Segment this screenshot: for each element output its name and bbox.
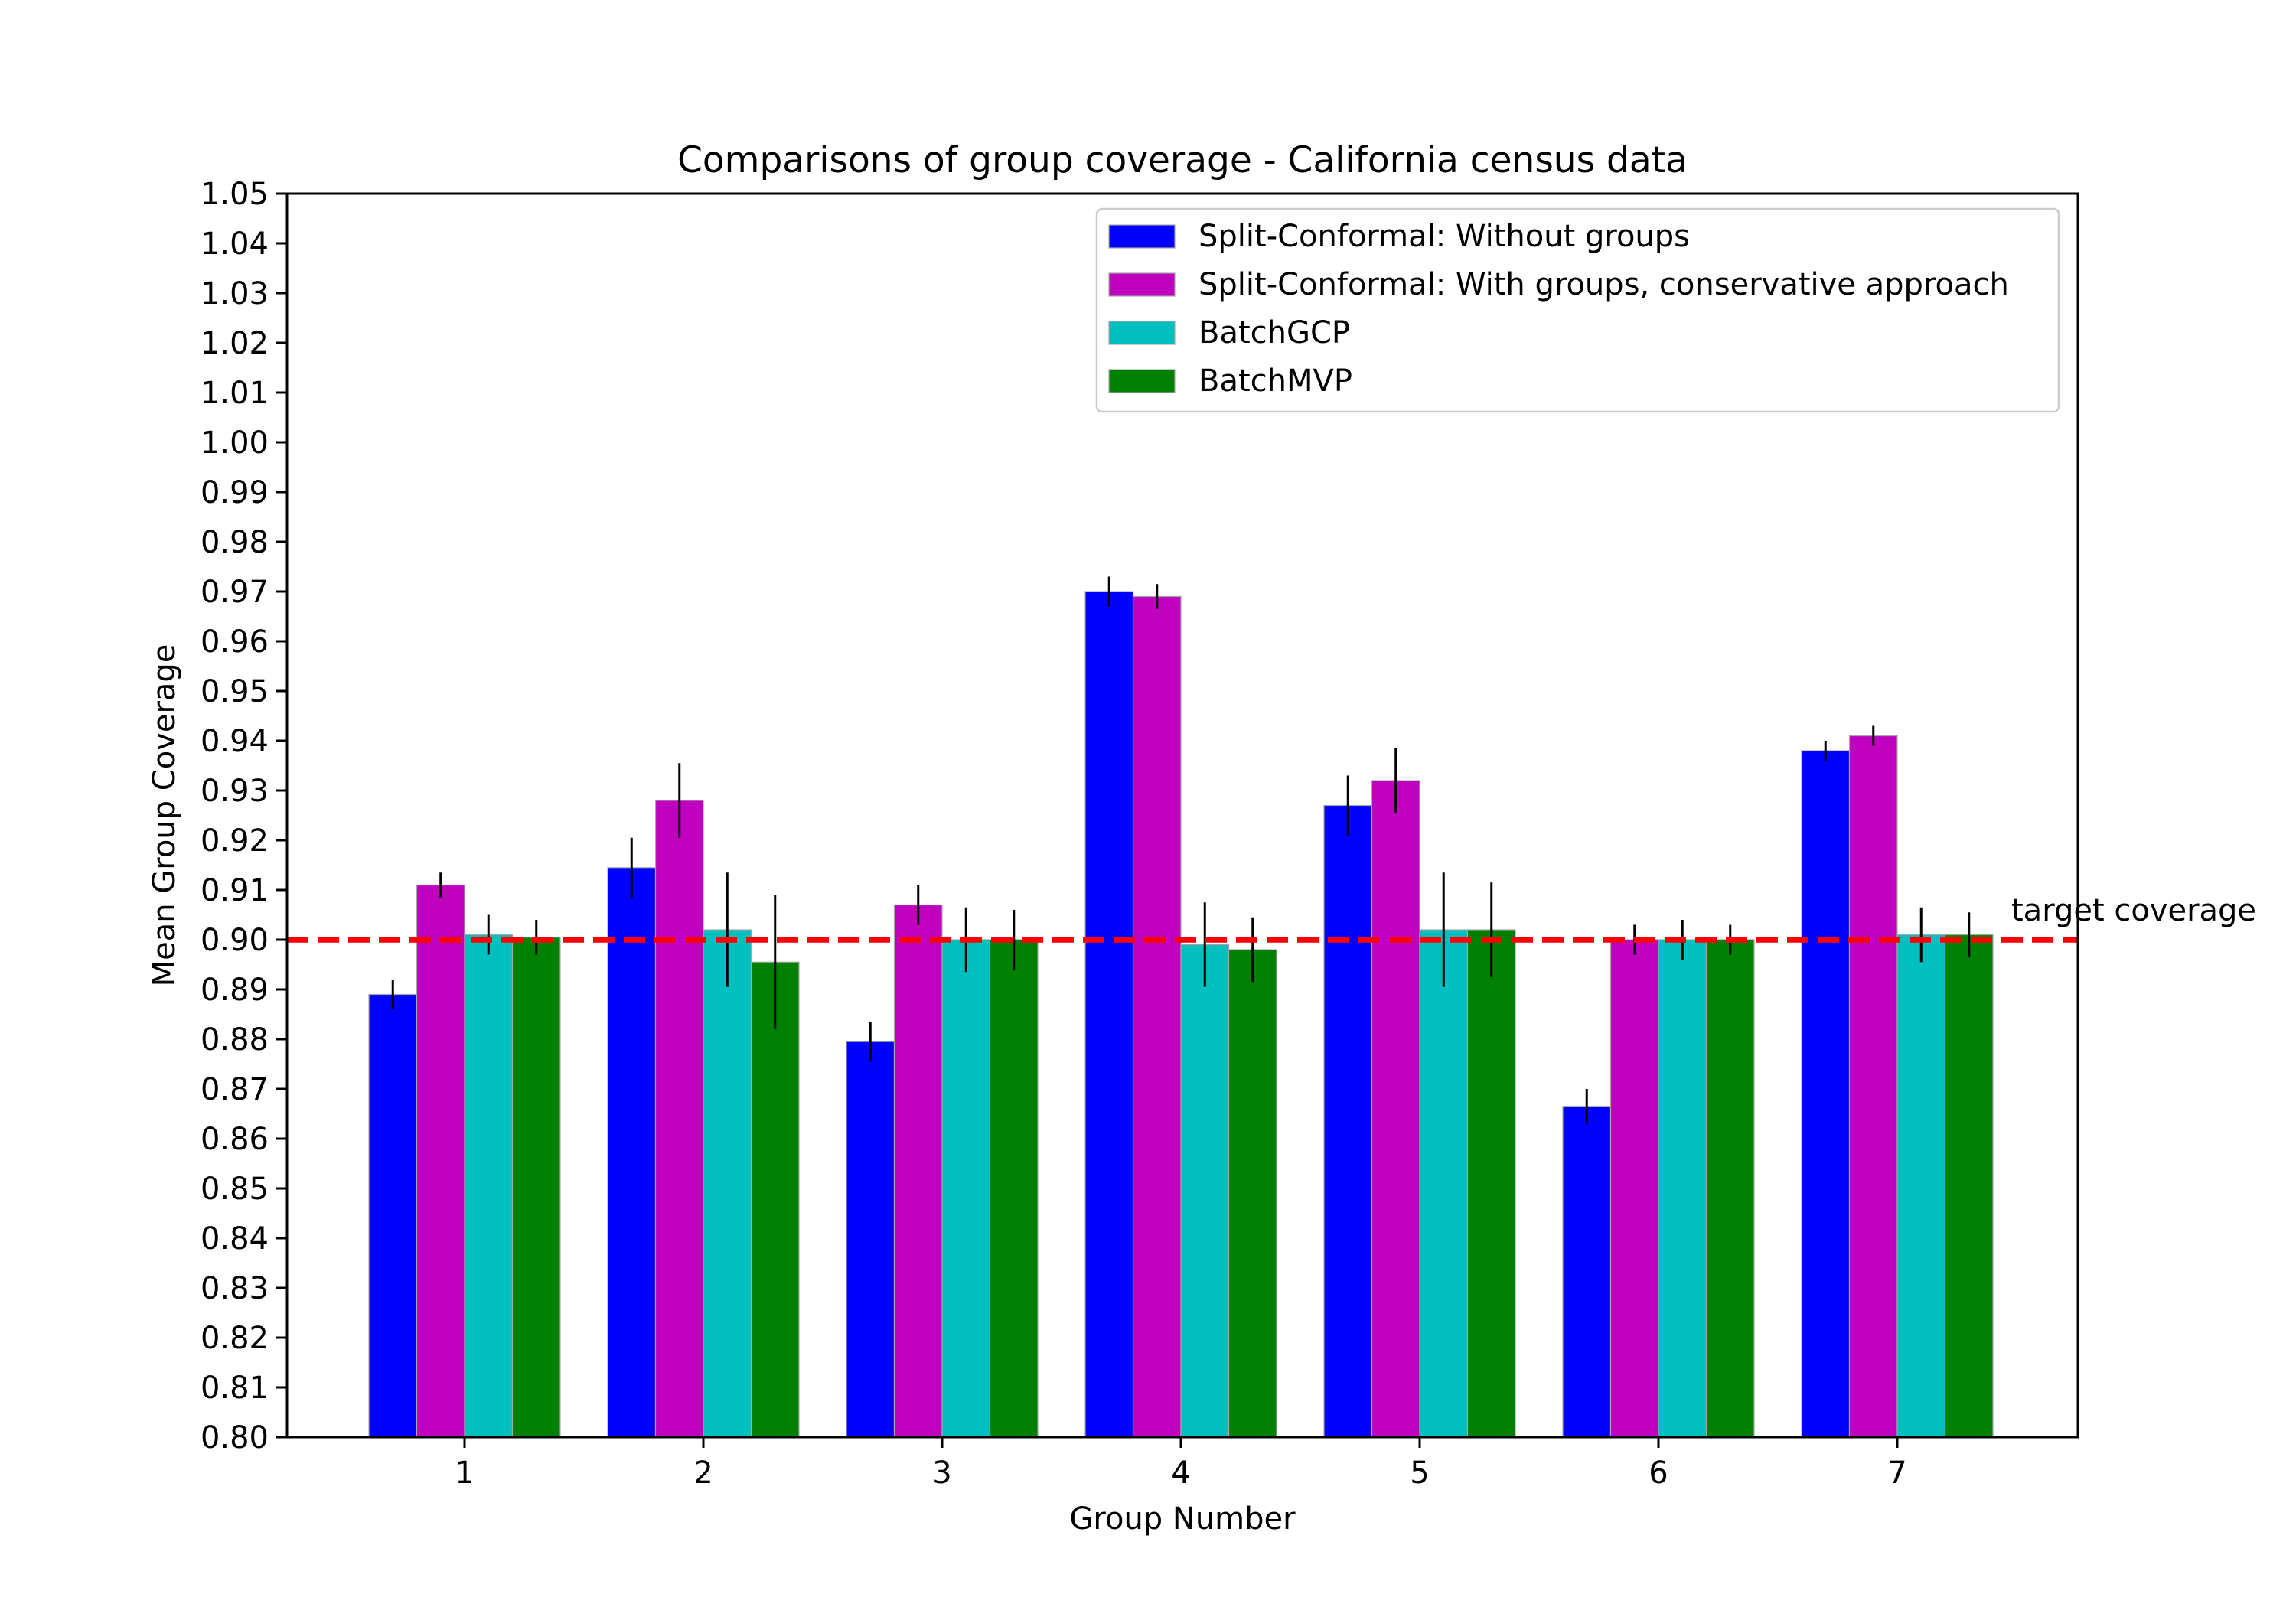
bar-1-group-2 (607, 867, 657, 1438)
y-tick-label: 1.01 (201, 376, 269, 411)
y-tick-label: 0.92 (201, 823, 269, 859)
x-tick-label: 2 (693, 1455, 713, 1491)
bar-3-group-1 (464, 934, 514, 1438)
x-tick-label: 3 (932, 1455, 951, 1491)
y-tick-label: 1.04 (201, 227, 269, 262)
x-tick-label: 4 (1171, 1455, 1190, 1491)
bar-2-group-2 (654, 800, 704, 1438)
target-coverage-label: target coverage (2011, 893, 2256, 928)
legend-label-2: Split-Conformal: With groups, conservati… (1199, 267, 2009, 302)
y-tick-label: 0.95 (201, 674, 269, 709)
y-tick-label: 0.93 (201, 774, 269, 809)
bar-3-group-5 (1419, 929, 1469, 1438)
bar-3-group-6 (1658, 939, 1707, 1438)
y-tick-label: 0.94 (201, 724, 269, 759)
y-tick-label: 0.98 (201, 525, 269, 560)
bar-2-group-6 (1609, 939, 1659, 1438)
bar-4-group-3 (989, 939, 1039, 1438)
error-bars (391, 576, 1971, 1124)
bar-1-group-4 (1084, 591, 1134, 1438)
bar-4-group-6 (1705, 939, 1755, 1438)
axis-ticks: 0.80 0.81 0.82 0.83 0.84 0.85 0.86 0.87 0.88 0.89… (201, 177, 1907, 1491)
y-tick-label: 1.02 (201, 326, 269, 361)
y-tick-label: 0.88 (201, 1022, 269, 1058)
legend-swatch-1 (1108, 224, 1176, 249)
x-tick-label: 1 (455, 1455, 474, 1491)
y-tick-label: 0.87 (201, 1072, 269, 1107)
bar-1-group-1 (368, 993, 418, 1438)
x-tick-label: 6 (1649, 1455, 1668, 1491)
bar-2-group-5 (1371, 780, 1420, 1438)
axes-frame (285, 192, 2079, 1439)
legend-label-4: BatchMVP (1199, 363, 1352, 399)
bar-3-group-2 (703, 929, 752, 1438)
y-tick-label: 0.86 (201, 1122, 269, 1157)
y-tick-label: 0.91 (201, 873, 269, 908)
bar-1-group-7 (1801, 750, 1851, 1438)
x-tick-label: 5 (1410, 1455, 1429, 1491)
bar-4-group-4 (1228, 949, 1277, 1438)
bar-4-group-7 (1944, 934, 1994, 1438)
y-axis-label: Mean Group Coverage (147, 644, 182, 987)
legend-label-3: BatchGCP (1199, 315, 1350, 350)
legend-label-1: Split-Conformal: Without groups (1199, 219, 1690, 254)
bar-4-group-2 (750, 961, 800, 1438)
bar-2-group-1 (416, 884, 465, 1438)
legend: Split-Conformal: Without groups Split-Con… (1095, 207, 2060, 413)
bar-3-group-3 (941, 939, 991, 1438)
bar-2-group-4 (1132, 595, 1182, 1438)
y-tick-label: 0.85 (201, 1172, 269, 1207)
y-tick-label: 1.00 (201, 425, 269, 461)
bar-3-group-7 (1896, 934, 1946, 1438)
y-tick-label: 0.99 (201, 475, 269, 510)
y-tick-label: 0.80 (201, 1420, 269, 1455)
y-tick-label: 1.05 (201, 177, 269, 212)
bars (368, 591, 1994, 1438)
legend-box (1095, 207, 2060, 413)
y-tick-label: 0.84 (201, 1221, 269, 1257)
legend-swatch-3 (1108, 321, 1176, 345)
y-tick-label: 0.83 (201, 1271, 269, 1306)
bar-2-group-7 (1848, 735, 1898, 1438)
y-tick-label: 1.03 (201, 276, 269, 311)
bar-4-group-5 (1466, 929, 1516, 1438)
legend-swatch-4 (1108, 369, 1176, 393)
y-tick-label: 0.81 (201, 1371, 269, 1406)
legend-swatch-2 (1108, 272, 1176, 297)
y-tick-label: 0.97 (201, 575, 269, 610)
y-tick-label: 0.90 (201, 923, 269, 958)
bar-2-group-3 (893, 904, 943, 1438)
bar-1-group-3 (846, 1041, 895, 1438)
y-tick-label: 0.96 (201, 624, 269, 660)
bar-1-group-6 (1562, 1106, 1612, 1438)
bar-1-group-5 (1323, 804, 1373, 1438)
y-tick-label: 0.82 (201, 1321, 269, 1356)
y-tick-label: 0.89 (201, 973, 269, 1008)
x-tick-label: 7 (1887, 1455, 1906, 1491)
x-axis-label: Group Number (1069, 1501, 1296, 1537)
chart-title: Comparisons of group coverage - Californ… (677, 139, 1688, 181)
bar-3-group-4 (1180, 944, 1230, 1438)
bar-4-group-1 (511, 937, 561, 1438)
